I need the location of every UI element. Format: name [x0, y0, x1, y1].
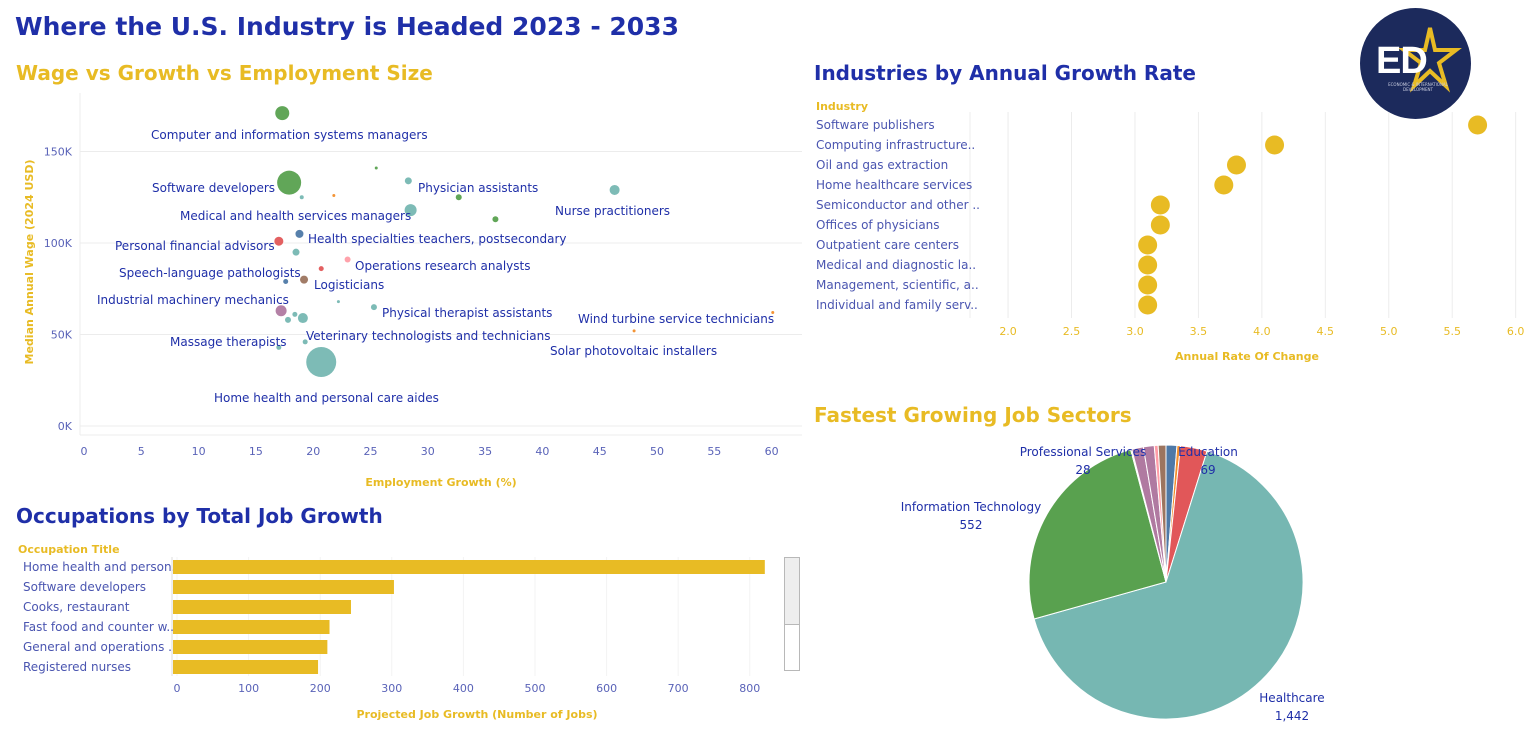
scatter-x-tick-label: 0 [81, 445, 88, 458]
scatter-x-tick-label: 30 [421, 445, 435, 458]
scatter-point [344, 256, 351, 263]
scatter-point-label: Operations research analysts [355, 259, 530, 273]
scatter-x-tick-label: 60 [765, 445, 779, 458]
scatter-point [370, 304, 377, 311]
scatter-point [332, 193, 336, 197]
scatter-point [295, 229, 304, 238]
logo-subtext: ECONOMIC & INTERNATIONAL DEVELOPMENT [1388, 82, 1448, 92]
scatter-point-label: Veterinary technologists and technicians [306, 329, 550, 343]
scatter-y-tick-label: 150K [44, 146, 73, 159]
scatter-point-label: Speech-language pathologists [119, 266, 301, 280]
industry-section-title: Industries by Annual Growth Rate [814, 61, 1196, 85]
scatter-point [404, 204, 417, 217]
scatter-x-tick-label: 45 [593, 445, 607, 458]
scatter-x-tick-label: 20 [306, 445, 320, 458]
sectors-section-title: Fastest Growing Job Sectors [814, 403, 1132, 427]
scatter-y-tick-label: 50K [51, 329, 73, 342]
scatter-point [275, 305, 287, 317]
scatter-point [283, 278, 289, 284]
logo-star [1398, 27, 1462, 93]
scatter-section-title: Wage vs Growth vs Employment Size [16, 61, 433, 85]
occupations-section-title: Occupations by Total Job Growth [16, 504, 383, 528]
scatter-point [336, 300, 340, 304]
scatter-x-tick-label: 15 [249, 445, 263, 458]
scatter-point-label: Computer and information systems manager… [151, 128, 428, 142]
scatter-y-tick-label: 100K [44, 237, 73, 250]
scatter-x-tick-label: 50 [650, 445, 664, 458]
scrollbar-thumb[interactable] [785, 558, 799, 625]
scatter-point [292, 248, 300, 256]
scatter-point [771, 311, 775, 315]
occupation-scrollbar[interactable] [784, 557, 800, 671]
scatter-point [632, 329, 636, 333]
ed-star-logo-icon: ED ECONOMIC & INTERNATIONAL DEVELOPMENT [1360, 8, 1471, 119]
scatter-point [492, 216, 499, 223]
scatter-x-tick-label: 40 [535, 445, 549, 458]
scatter-point [277, 170, 302, 195]
scatter-point [318, 266, 324, 272]
page-title: Where the U.S. Industry is Headed 2023 -… [15, 12, 679, 41]
logo-text: ED [1376, 40, 1428, 82]
scatter-point-label: Health specialties teachers, postseconda… [308, 232, 567, 246]
scatter-point-label: Physical therapist assistants [382, 306, 552, 320]
scatter-point [455, 194, 462, 201]
scatter-point [306, 346, 337, 377]
scatter-point-label: Massage therapists [170, 335, 287, 349]
scatter-point [292, 311, 298, 317]
scatter-point [284, 316, 291, 323]
scatter-point-label: Nurse practitioners [555, 204, 670, 218]
scatter-x-axis-label: Employment Growth (%) [365, 476, 516, 489]
scatter-point [297, 313, 308, 324]
scatter-point [404, 177, 412, 185]
scatter-point [300, 275, 309, 284]
scatter-point [299, 195, 304, 200]
scatter-x-tick-label: 5 [138, 445, 145, 458]
scatter-point-label: Wind turbine service technicians [578, 312, 774, 326]
scatter-x-tick-label: 25 [364, 445, 378, 458]
scatter-x-tick-label: 10 [192, 445, 206, 458]
scatter-point-label: Personal financial advisors [115, 239, 275, 253]
scatter-point [275, 106, 290, 121]
scatter-point-label: Industrial machinery mechanics [97, 293, 289, 307]
scatter-point-label: Home health and personal care aides [214, 391, 439, 405]
scatter-point-label: Medical and health services managers [180, 209, 411, 223]
scatter-point [374, 166, 378, 170]
scatter-point-label: Software developers [152, 181, 275, 195]
scatter-y-tick-label: 0K [58, 420, 73, 433]
scatter-point [609, 184, 620, 195]
scatter-point-label: Solar photovoltaic installers [550, 344, 717, 358]
scatter-point-label: Physician assistants [418, 181, 538, 195]
scatter-x-tick-label: 55 [707, 445, 721, 458]
scatter-point [276, 344, 282, 350]
scatter-point [302, 339, 308, 345]
scatter-point [274, 236, 284, 246]
scatter-x-tick-label: 35 [478, 445, 492, 458]
scatter-y-axis-label: Median Annual Wage (2024 USD) [23, 160, 36, 365]
scatter-point-label: Logisticians [314, 278, 384, 292]
